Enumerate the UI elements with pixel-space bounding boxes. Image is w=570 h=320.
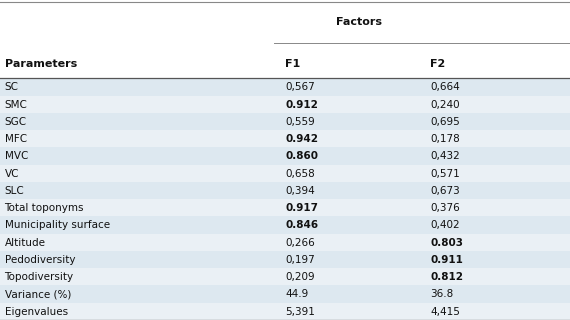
Text: 0,695: 0,695 [430,117,460,127]
Text: 0,240: 0,240 [430,100,460,110]
Text: F1: F1 [285,59,300,68]
Text: 0,209: 0,209 [285,272,315,282]
Bar [0,2,570,43]
Bar [0,96,570,113]
Text: Eigenvalues: Eigenvalues [5,307,68,317]
Text: Pedodiversity: Pedodiversity [5,255,75,265]
Text: 0.803: 0.803 [430,238,463,248]
Text: Municipality surface: Municipality surface [5,220,109,230]
Text: 0,432: 0,432 [430,151,460,161]
Text: 0.860: 0.860 [285,151,318,161]
Bar [0,251,570,268]
Text: F2: F2 [430,59,446,68]
Bar [0,43,570,78]
Text: 0,394: 0,394 [285,186,315,196]
Bar [0,216,570,234]
Text: MVC: MVC [5,151,28,161]
Bar [0,165,570,182]
Text: MFC: MFC [5,134,27,144]
Text: Variance (%): Variance (%) [5,290,71,300]
Text: SMC: SMC [5,100,27,110]
Text: 5,391: 5,391 [285,307,315,317]
Text: 0,376: 0,376 [430,203,460,213]
Bar [0,78,570,96]
Text: 0,664: 0,664 [430,82,460,92]
Text: 0.911: 0.911 [430,255,463,265]
Text: 0,658: 0,658 [285,169,315,179]
Bar [0,130,570,148]
Text: Parameters: Parameters [5,59,77,68]
Text: 0.917: 0.917 [285,203,318,213]
Text: 0.912: 0.912 [285,100,318,110]
Text: 4,415: 4,415 [430,307,460,317]
Text: Factors: Factors [336,17,382,27]
Text: Topodiversity: Topodiversity [5,272,74,282]
Text: SLC: SLC [5,186,25,196]
Text: Total toponyms: Total toponyms [5,203,84,213]
Text: SC: SC [5,82,19,92]
Text: 0,178: 0,178 [430,134,460,144]
Bar [0,285,570,303]
Bar [0,303,570,320]
Text: 0.942: 0.942 [285,134,318,144]
Text: 0.812: 0.812 [430,272,463,282]
Text: 36.8: 36.8 [430,290,454,300]
Text: 0,266: 0,266 [285,238,315,248]
Bar [0,268,570,285]
Text: 0,197: 0,197 [285,255,315,265]
Text: 44.9: 44.9 [285,290,308,300]
Text: Altitude: Altitude [5,238,46,248]
Text: 0,673: 0,673 [430,186,460,196]
Text: 0,402: 0,402 [430,220,460,230]
Text: 0,559: 0,559 [285,117,315,127]
Text: VC: VC [5,169,19,179]
Bar [0,199,570,216]
Text: SGC: SGC [5,117,27,127]
Bar [0,182,570,199]
Text: 0,571: 0,571 [430,169,460,179]
Bar [0,148,570,165]
Bar [0,113,570,130]
Text: 0.846: 0.846 [285,220,318,230]
Bar [0,234,570,251]
Text: 0,567: 0,567 [285,82,315,92]
